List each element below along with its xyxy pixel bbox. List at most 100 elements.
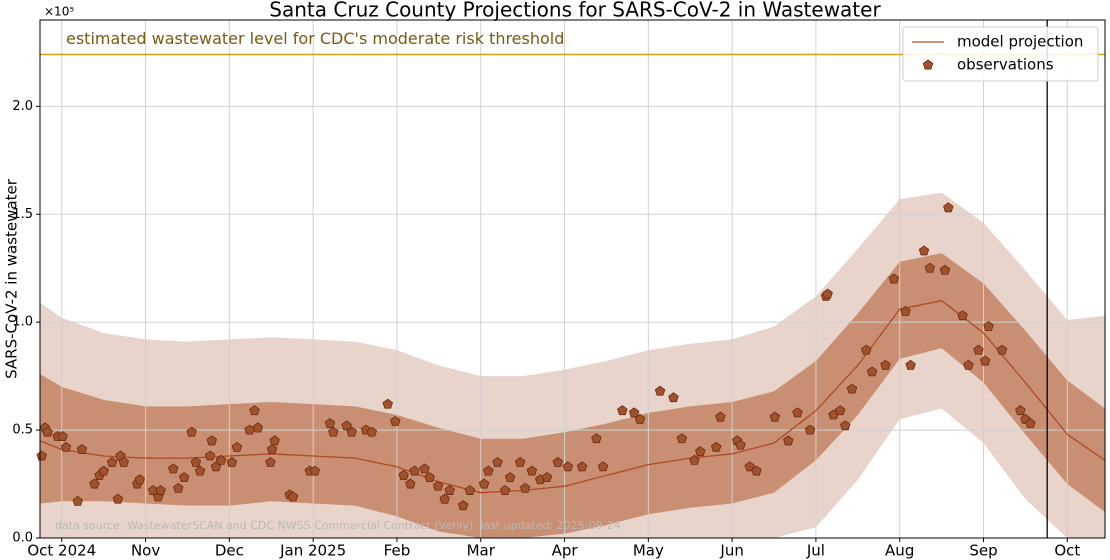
observation [57, 431, 68, 442]
observation [676, 433, 688, 444]
observation [840, 420, 851, 431]
legend-label: model projection [957, 33, 1083, 51]
x-tick-label: Sep [969, 542, 997, 560]
x-tick-label: Aug [885, 542, 914, 560]
observation [866, 366, 878, 377]
observation [526, 465, 538, 476]
y-offset-label: ×10⁵ [44, 5, 74, 19]
x-tick-label: Jun [719, 542, 743, 560]
observation [194, 465, 206, 476]
observation [215, 454, 227, 465]
observation [190, 456, 202, 467]
observation [943, 202, 954, 213]
observation [405, 478, 416, 489]
observation [562, 461, 574, 472]
x-tick-label: Apr [552, 542, 579, 560]
observation [822, 288, 833, 299]
observation [541, 472, 553, 483]
model-line [39, 299, 1106, 494]
threshold-label: estimated wastewater level for CDC's mod… [66, 29, 564, 48]
observation [783, 435, 794, 446]
observation [265, 456, 276, 467]
y-tick-label: 2.0 [12, 99, 33, 114]
observation [905, 359, 916, 370]
observation [1025, 418, 1036, 429]
observation [269, 435, 280, 446]
observation [204, 450, 216, 461]
observation [751, 465, 762, 476]
observation [654, 385, 666, 396]
legend-label: observations [957, 56, 1054, 74]
observation [519, 482, 531, 493]
observation [973, 344, 984, 355]
y-tick-label: 1.5 [12, 207, 33, 222]
observation [226, 456, 238, 467]
observation [118, 456, 130, 467]
observation [939, 264, 951, 275]
x-tick-label: May [633, 542, 664, 560]
observation [668, 392, 679, 403]
observation [106, 456, 118, 467]
observation [419, 463, 430, 474]
x-tick-label: Oct [1054, 542, 1080, 560]
x-tick-label: Dec [215, 542, 244, 560]
observation [324, 418, 336, 429]
x-tick-label: Mar [467, 542, 496, 560]
observation [98, 465, 109, 476]
observation [504, 472, 516, 483]
observation [328, 426, 339, 437]
observation [735, 439, 746, 450]
x-tick-label: Feb [384, 542, 411, 560]
observation [89, 478, 100, 489]
observation [309, 465, 321, 476]
observation [576, 461, 588, 472]
observation [900, 305, 911, 316]
observation [155, 485, 166, 495]
observation [249, 405, 260, 416]
observation [409, 465, 420, 476]
observation [168, 463, 179, 474]
observation [36, 450, 47, 461]
observation [432, 480, 444, 491]
observation [390, 415, 401, 426]
observation [346, 426, 357, 437]
y-axis-label: SARS-CoV-2 in wastewater [3, 178, 21, 379]
y-tick-label: 0.5 [12, 423, 33, 438]
observation [963, 359, 974, 370]
observation [231, 441, 243, 452]
observation [924, 262, 936, 273]
observation [439, 493, 450, 504]
x-tick-label: Jan 2025 [279, 542, 346, 560]
observation [860, 344, 872, 355]
observation [834, 405, 846, 416]
observation [591, 433, 602, 444]
observation [888, 273, 900, 284]
observation [597, 461, 609, 472]
observation [983, 320, 994, 331]
observation [634, 413, 646, 424]
observation [178, 472, 190, 483]
observation [206, 435, 217, 446]
observation [478, 478, 490, 489]
observation [398, 469, 409, 480]
inner-band [40, 253, 1105, 538]
observation [266, 444, 278, 454]
observation [804, 424, 816, 435]
observation [617, 405, 628, 416]
observation [918, 245, 930, 256]
observation [792, 407, 803, 418]
observation [186, 426, 197, 437]
observation [252, 422, 264, 433]
observation [382, 398, 393, 409]
chart-title: Santa Cruz County Projections for SARS-C… [269, 0, 881, 22]
legend-marker [922, 59, 934, 70]
observation [424, 472, 435, 483]
observation [957, 310, 968, 321]
observation [689, 454, 700, 465]
observation [628, 407, 640, 418]
observation [60, 441, 72, 452]
observation [499, 485, 511, 495]
observation [769, 411, 781, 422]
observation [514, 456, 526, 467]
